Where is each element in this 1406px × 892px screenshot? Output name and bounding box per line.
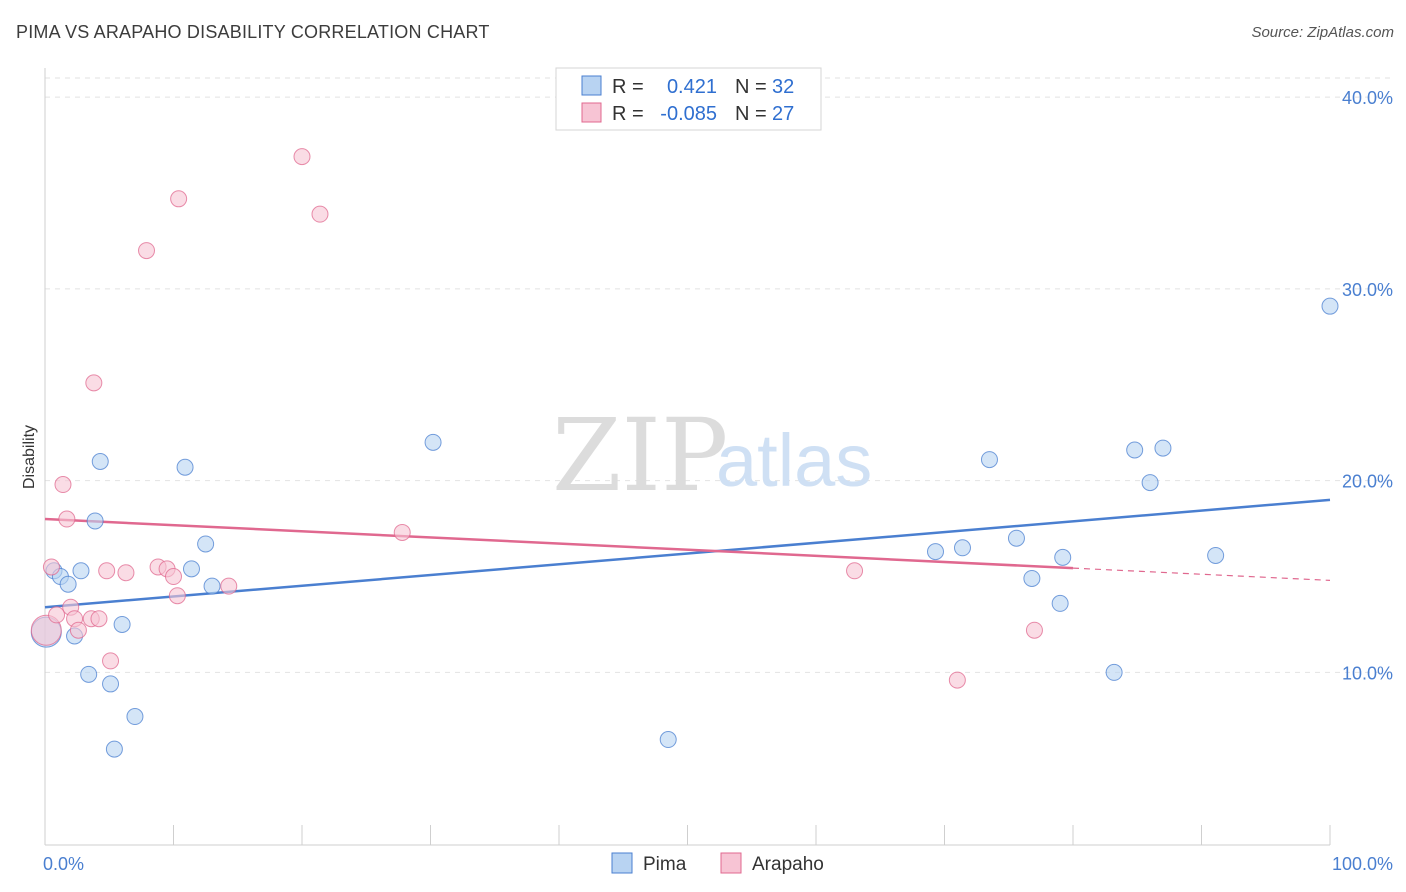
- y-tick-label-10: 10.0%: [1342, 663, 1393, 683]
- point-pima-19: [927, 543, 945, 561]
- point-pima-20: [953, 539, 971, 557]
- legend-n-value-pima: 32: [772, 76, 794, 98]
- point-arapaho-21: [293, 148, 311, 166]
- trend-line-pima: [44, 498, 1331, 609]
- point-pima-28: [1141, 474, 1159, 492]
- point-arapaho-3: [54, 476, 72, 494]
- trend-line-arapaho: [44, 517, 1074, 570]
- y-tick-label-30: 30.0%: [1342, 280, 1393, 300]
- point-pima-6: [80, 665, 98, 683]
- legend-r-value-arapaho: -0.085: [660, 103, 717, 125]
- legend-r-label-arapaho: R =: [612, 103, 644, 125]
- legend-r-value-pima: 0.421: [667, 76, 717, 98]
- source-label: Source: ZipAtlas.com: [1251, 24, 1394, 41]
- legend-swatch-pima: [581, 75, 602, 96]
- y-tick-label-20: 20.0%: [1342, 472, 1393, 492]
- watermark: ZIP atlas: [552, 397, 872, 514]
- point-pima-25: [1051, 594, 1069, 612]
- point-pima-12: [126, 708, 144, 726]
- trend-lines: [44, 498, 1331, 609]
- point-pima-9: [102, 675, 120, 693]
- point-arapaho-19: [170, 190, 188, 208]
- legend-swatch-arapaho: [581, 102, 602, 123]
- point-arapaho-13: [117, 564, 135, 582]
- point-pima-30: [1207, 546, 1225, 564]
- point-arapaho-14: [138, 242, 156, 260]
- point-pima-18: [659, 731, 677, 749]
- watermark-zip: ZIP: [552, 397, 728, 514]
- y-tick-label-40: 40.0%: [1342, 88, 1393, 108]
- point-arapaho-1: [42, 558, 60, 576]
- data-points: [30, 148, 1339, 758]
- point-pima-10: [113, 615, 131, 633]
- point-arapaho-23: [393, 523, 411, 541]
- point-arapaho-11: [98, 562, 116, 580]
- point-arapaho-20: [220, 577, 238, 595]
- tick-labels: 10.0% 20.0% 30.0% 40.0% 0.0% 100.0%: [43, 88, 1393, 874]
- legend-n-label-arapaho: N =: [735, 103, 767, 125]
- gridlines: [45, 77, 1393, 673]
- point-arapaho-4: [58, 510, 76, 528]
- point-arapaho-25: [948, 671, 966, 689]
- trend-line-extension-arapaho: [1072, 567, 1331, 581]
- point-pima-26: [1105, 663, 1123, 681]
- legend-n-value-arapaho: 27: [772, 103, 794, 125]
- chart-title: PIMA VS ARAPAHO DISABILITY CORRELATION C…: [16, 22, 490, 42]
- bottom-legend: Pima Arapaho: [611, 852, 824, 875]
- bottom-legend-label-pima: Pima: [643, 854, 687, 875]
- axes: [44, 68, 1331, 846]
- point-pima-5: [72, 562, 90, 580]
- point-arapaho-26: [1025, 621, 1043, 639]
- point-arapaho-9: [85, 374, 103, 392]
- point-arapaho-10: [90, 610, 108, 628]
- legend: R = 0.421 N = 32 R = -0.085 N = 27: [555, 67, 822, 131]
- x-tick-label-100: 100.0%: [1332, 854, 1393, 874]
- point-arapaho-2: [48, 606, 66, 624]
- watermark-atlas: atlas: [716, 419, 872, 502]
- point-pima-8: [91, 453, 109, 470]
- y-axis-label: Disability: [21, 425, 38, 489]
- bottom-legend-label-arapaho: Arapaho: [752, 854, 824, 875]
- legend-r-label-pima: R =: [612, 76, 644, 98]
- point-arapaho-18: [168, 587, 186, 605]
- bottom-legend-swatch-arapaho: [720, 852, 742, 874]
- point-pima-24: [1054, 548, 1072, 566]
- point-arapaho-24: [846, 562, 864, 580]
- point-pima-3: [59, 575, 77, 593]
- point-pima-22: [1007, 529, 1025, 547]
- point-pima-29: [1154, 439, 1172, 457]
- point-pima-21: [980, 451, 998, 469]
- point-arapaho-22: [311, 205, 329, 223]
- point-pima-16: [203, 577, 221, 595]
- point-arapaho-17: [165, 568, 182, 586]
- x-tick-label-0: 0.0%: [43, 854, 84, 874]
- point-pima-17: [424, 433, 442, 451]
- point-pima-7: [86, 512, 104, 530]
- point-arapaho-7: [69, 621, 87, 639]
- point-pima-11: [105, 740, 123, 758]
- point-pima-23: [1023, 569, 1041, 587]
- point-pima-15: [197, 535, 215, 553]
- point-pima-14: [182, 560, 200, 578]
- legend-n-label-pima: N =: [735, 76, 767, 98]
- point-pima-13: [176, 458, 194, 476]
- point-pima-31: [1321, 297, 1339, 315]
- point-arapaho-12: [102, 652, 120, 670]
- bottom-legend-swatch-pima: [611, 852, 633, 874]
- point-pima-27: [1126, 441, 1144, 459]
